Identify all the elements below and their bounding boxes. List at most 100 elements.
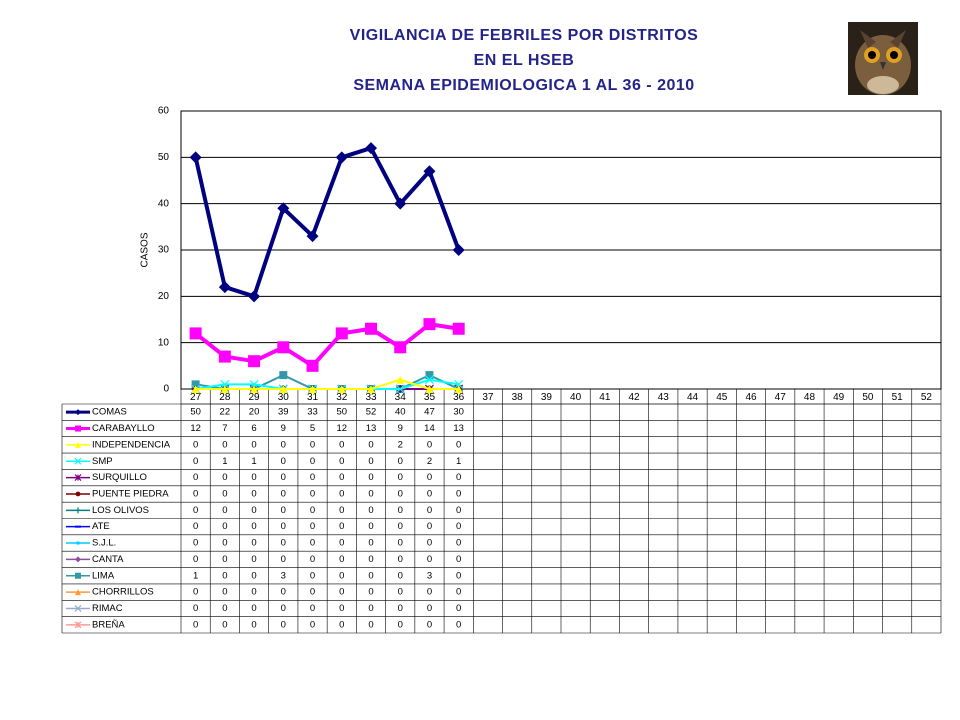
- table-cell: 0: [456, 521, 461, 532]
- table-cell: 7: [222, 423, 227, 434]
- table-cell: 52: [366, 407, 377, 418]
- table-cell: 0: [310, 603, 315, 614]
- legend-label: CHORRILLOS: [92, 587, 154, 598]
- table-cell: 0: [368, 587, 373, 598]
- marker: [425, 385, 434, 393]
- table-cell: 0: [281, 587, 286, 598]
- marker: [191, 380, 200, 389]
- table-cell: 0: [368, 472, 373, 483]
- table-cell: 20: [249, 407, 260, 418]
- table-cell: 0: [251, 603, 256, 614]
- table-cell: 1: [456, 456, 461, 467]
- table-cell: 0: [456, 538, 461, 549]
- table-cell: 50: [336, 407, 347, 418]
- table-cell: 0: [339, 472, 344, 483]
- x-tick-label: 44: [687, 392, 699, 403]
- x-tick-label: 41: [599, 392, 611, 403]
- x-tick-label: 28: [219, 392, 231, 403]
- x-tick-label: 34: [395, 392, 407, 403]
- table-cell: 0: [251, 505, 256, 516]
- table-cell: 0: [281, 472, 286, 483]
- table-cell: 0: [368, 521, 373, 532]
- table-cell: 33: [307, 407, 318, 418]
- table-cell: 0: [251, 439, 256, 450]
- table-cell: 0: [456, 439, 461, 450]
- legend-label: PUENTE PIEDRA: [92, 488, 169, 499]
- marker: [218, 350, 231, 363]
- table-cell: 6: [251, 423, 256, 434]
- y-tick-label: 20: [158, 291, 170, 302]
- marker: [396, 375, 405, 384]
- table-cell: 0: [222, 538, 227, 549]
- table-cell: 0: [398, 456, 403, 467]
- table-cell: 0: [222, 439, 227, 450]
- chart-title: SEMANA EPIDEMIOLOGICA 1 AL 36 - 2010: [353, 77, 694, 94]
- x-tick-label: 43: [658, 392, 670, 403]
- table-cell: 30: [453, 407, 464, 418]
- table-cell: 0: [251, 554, 256, 565]
- table-cell: 9: [398, 423, 403, 434]
- table-cell: 2: [427, 456, 432, 467]
- table-cell: 0: [339, 439, 344, 450]
- y-tick-label: 40: [158, 198, 170, 209]
- table-cell: 0: [427, 439, 432, 450]
- x-tick-label: 37: [482, 392, 494, 403]
- y-tick-label: 50: [158, 152, 170, 163]
- table-cell: 0: [222, 505, 227, 516]
- marker: [250, 385, 259, 393]
- table-cell: 0: [339, 505, 344, 516]
- marker: [75, 425, 81, 432]
- marker: [335, 151, 348, 164]
- series-line: [195, 378, 459, 390]
- marker: [425, 371, 434, 380]
- legend-label: BREÑA: [92, 619, 125, 630]
- table-cell: 0: [398, 521, 403, 532]
- table-cell: 0: [368, 538, 373, 549]
- table-cell: 47: [424, 407, 435, 418]
- x-tick-label: 38: [512, 392, 524, 403]
- x-tick-label: 42: [629, 392, 641, 403]
- marker: [74, 457, 82, 465]
- table-cell: 0: [398, 538, 403, 549]
- table-cell: 0: [193, 603, 198, 614]
- marker: [423, 318, 436, 331]
- legend-label: SURQUILLO: [92, 472, 147, 483]
- table-cell: 0: [368, 439, 373, 450]
- table-cell: 0: [339, 521, 344, 532]
- table-cell: 3: [427, 570, 432, 581]
- marker: [189, 327, 202, 340]
- table-cell: 0: [310, 538, 315, 549]
- table-cell: 0: [339, 456, 344, 467]
- table-cell: 0: [456, 505, 461, 516]
- table-cell: 0: [193, 587, 198, 598]
- marker: [367, 385, 375, 393]
- table-cell: 0: [222, 619, 227, 630]
- y-tick-label: 0: [163, 384, 169, 395]
- table-cell: 0: [222, 472, 227, 483]
- table-cell: 0: [281, 521, 286, 532]
- y-tick-label: 10: [158, 337, 170, 348]
- table-cell: 0: [398, 505, 403, 516]
- table-cell: 0: [427, 472, 432, 483]
- table-cell: 12: [336, 423, 347, 434]
- marker: [189, 151, 202, 164]
- table-cell: 0: [427, 587, 432, 598]
- table-cell: 22: [220, 407, 231, 418]
- marker: [75, 556, 81, 563]
- legend-label: RIMAC: [92, 603, 123, 614]
- marker: [75, 507, 81, 514]
- table-cell: 1: [222, 456, 227, 467]
- owl-image: [848, 22, 918, 95]
- table-cell: 3: [281, 570, 286, 581]
- table-cell: 0: [427, 619, 432, 630]
- legend-label: CARABAYLLO: [92, 423, 155, 434]
- table-cell: 0: [222, 521, 227, 532]
- table-cell: 0: [339, 554, 344, 565]
- table-cell: 0: [222, 488, 227, 499]
- x-tick-label: 35: [424, 392, 436, 403]
- series-line: [194, 322, 460, 368]
- table-cell: 0: [456, 488, 461, 499]
- table-cell: 0: [310, 619, 315, 630]
- legend-label: CANTA: [92, 554, 124, 565]
- table-cell: 0: [281, 603, 286, 614]
